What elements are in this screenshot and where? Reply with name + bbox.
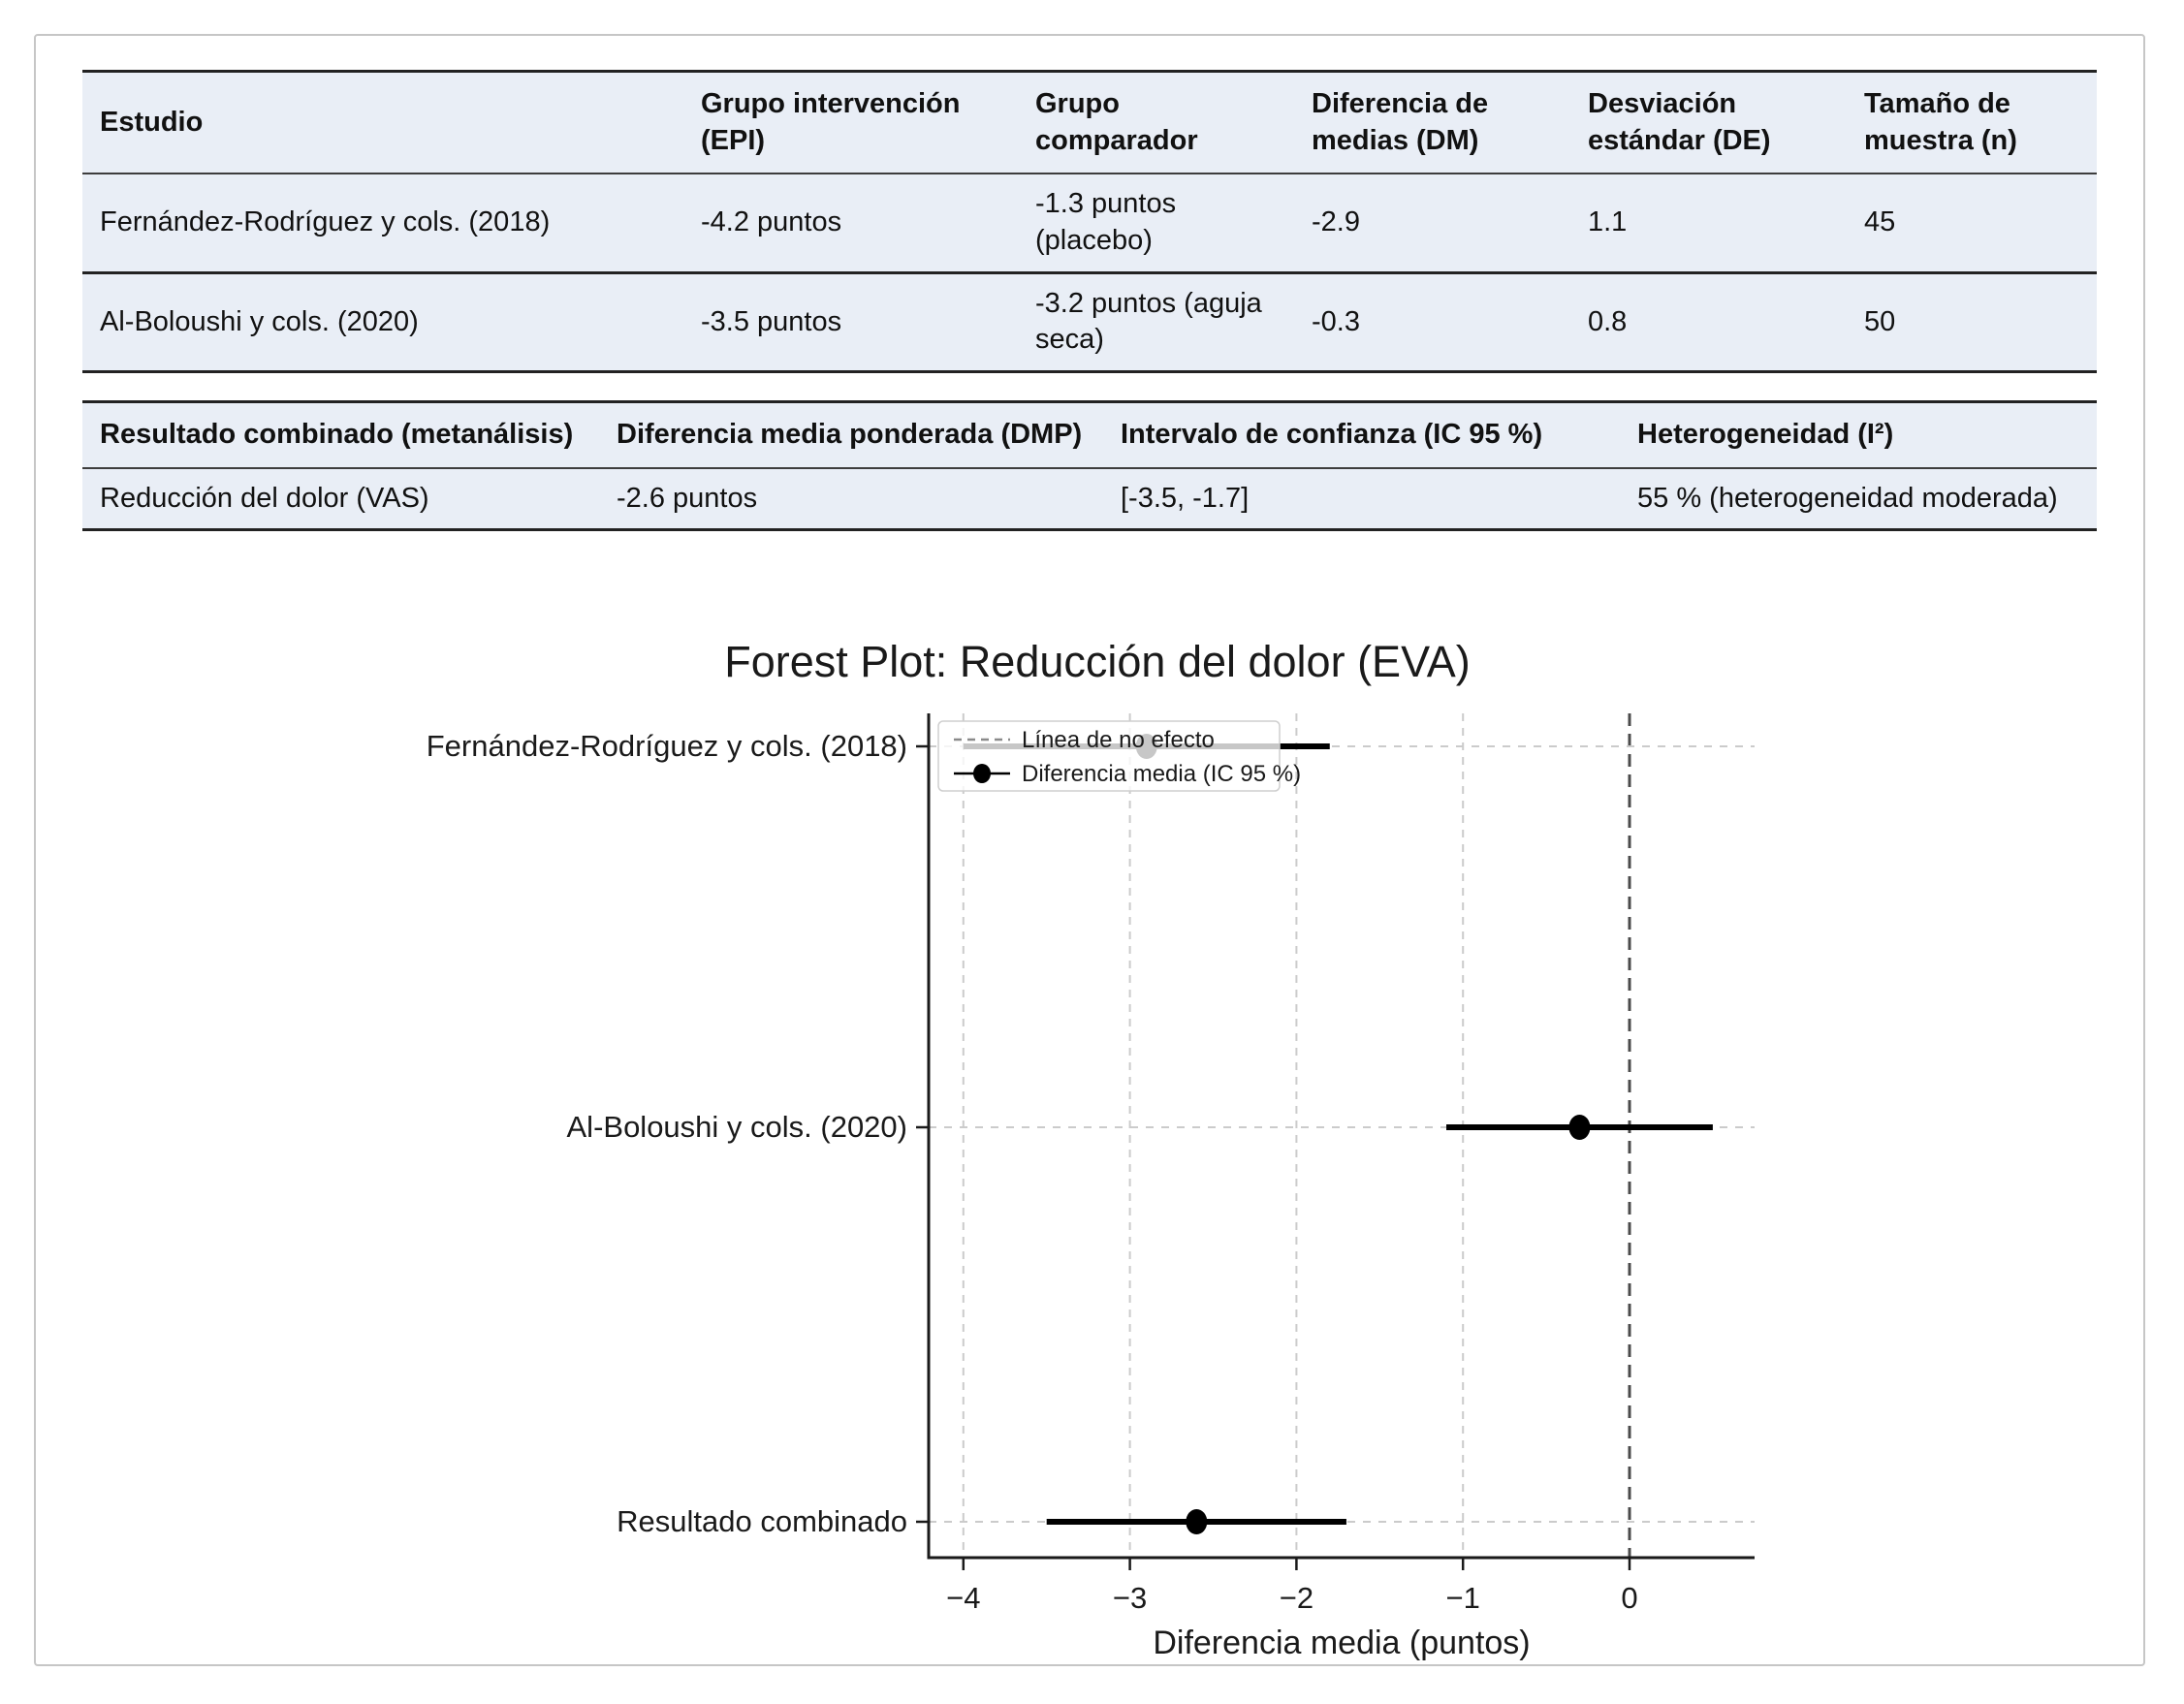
x-tick-label: 0 (1621, 1581, 1637, 1615)
column-header-estudio: Estudio (82, 70, 683, 175)
y-tick-label: Resultado combinado (617, 1504, 907, 1538)
mean-marker (1186, 1509, 1208, 1534)
x-tick-label: −3 (1113, 1581, 1147, 1615)
x-tick-label: −2 (1280, 1581, 1314, 1615)
cell-weighted-mean-difference: -2.6 puntos (599, 467, 1103, 532)
x-axis-label: Diferencia media (puntos) (1153, 1625, 1530, 1661)
cell-comparator: -3.2 puntos (aguja seca) (1018, 271, 1294, 374)
meta-analysis-table: Resultado combinado (metanálisis) Difere… (82, 399, 2097, 532)
cell-intervention: -4.2 puntos (683, 174, 1018, 274)
column-header-diferencia-medias: Diferencia de medias (DM) (1294, 70, 1570, 175)
cell-study-name: Fernández-Rodríguez y cols. (2018) (82, 174, 683, 274)
y-tick-label: Fernández-Rodríguez y cols. (2018) (427, 729, 907, 763)
legend-label-no-effect: Línea de no efecto (1022, 727, 1215, 753)
study-results-table: Estudio Grupo intervención (EPI) Grupo c… (82, 70, 2097, 374)
column-header-resultado-combinado: Resultado combinado (metanálisis) (82, 399, 599, 469)
x-tick-label: −1 (1446, 1581, 1480, 1615)
column-header-heterogeneidad: Heterogeneidad (I²) (1620, 399, 2097, 469)
cell-sample-size: 45 (1847, 174, 2097, 274)
x-tick-label: −4 (946, 1581, 980, 1615)
cell-comparator: -1.3 puntos (placebo) (1018, 174, 1294, 274)
column-header-ic95: Intervalo de confianza (IC 95 %) (1103, 399, 1620, 469)
legend-box (937, 720, 1281, 792)
meta-table-header-row: Resultado combinado (metanálisis) Difere… (82, 399, 2097, 469)
table-row: Fernández-Rodríguez y cols. (2018) -4.2 … (82, 174, 2097, 274)
study-table-header-row: Estudio Grupo intervención (EPI) Grupo c… (82, 70, 2097, 175)
mean-marker (1568, 1115, 1591, 1140)
cell-study-name: Al-Boloushi y cols. (2020) (82, 271, 683, 374)
cell-std-deviation: 1.1 (1570, 174, 1847, 274)
forest-plot: −4 −3 −2 −1 0 Fernández-Rodríguez y cols. (20… (383, 611, 1895, 1669)
column-header-tamano-muestra: Tamaño de muestra (n) (1847, 70, 2097, 175)
cell-mean-difference: -0.3 (1294, 271, 1570, 374)
cell-outcome: Reducción del dolor (VAS) (82, 467, 599, 532)
cell-intervention: -3.5 puntos (683, 271, 1018, 374)
chart-title: Forest Plot: Reducción del dolor (EVA) (724, 637, 1471, 686)
legend-label-mean-difference: Diferencia media (IC 95 %) (1022, 761, 1301, 787)
column-header-dmp: Diferencia media ponderada (DMP) (599, 399, 1103, 469)
y-tick-label: Al-Boloushi y cols. (2020) (567, 1110, 908, 1144)
cell-mean-difference: -2.9 (1294, 174, 1570, 274)
column-header-grupo-intervencion: Grupo intervención (EPI) (683, 70, 1018, 175)
legend-marker-swatch (973, 764, 991, 783)
cell-confidence-interval: [-3.5, -1.7] (1103, 467, 1620, 532)
column-header-desviacion-estandar: Desviación estándar (DE) (1570, 70, 1847, 175)
cell-std-deviation: 0.8 (1570, 271, 1847, 374)
cell-sample-size: 50 (1847, 271, 2097, 374)
table-row: Al-Boloushi y cols. (2020) -3.5 puntos -… (82, 271, 2097, 374)
forest-plot-svg: −4 −3 −2 −1 0 Fernández-Rodríguez y cols. (20… (427, 637, 1755, 1661)
column-header-grupo-comparador: Grupo comparador (1018, 70, 1294, 175)
cell-heterogeneity: 55 % (heterogeneidad moderada) (1620, 467, 2097, 532)
table-row: Reducción del dolor (VAS) -2.6 puntos [-… (82, 467, 2097, 532)
